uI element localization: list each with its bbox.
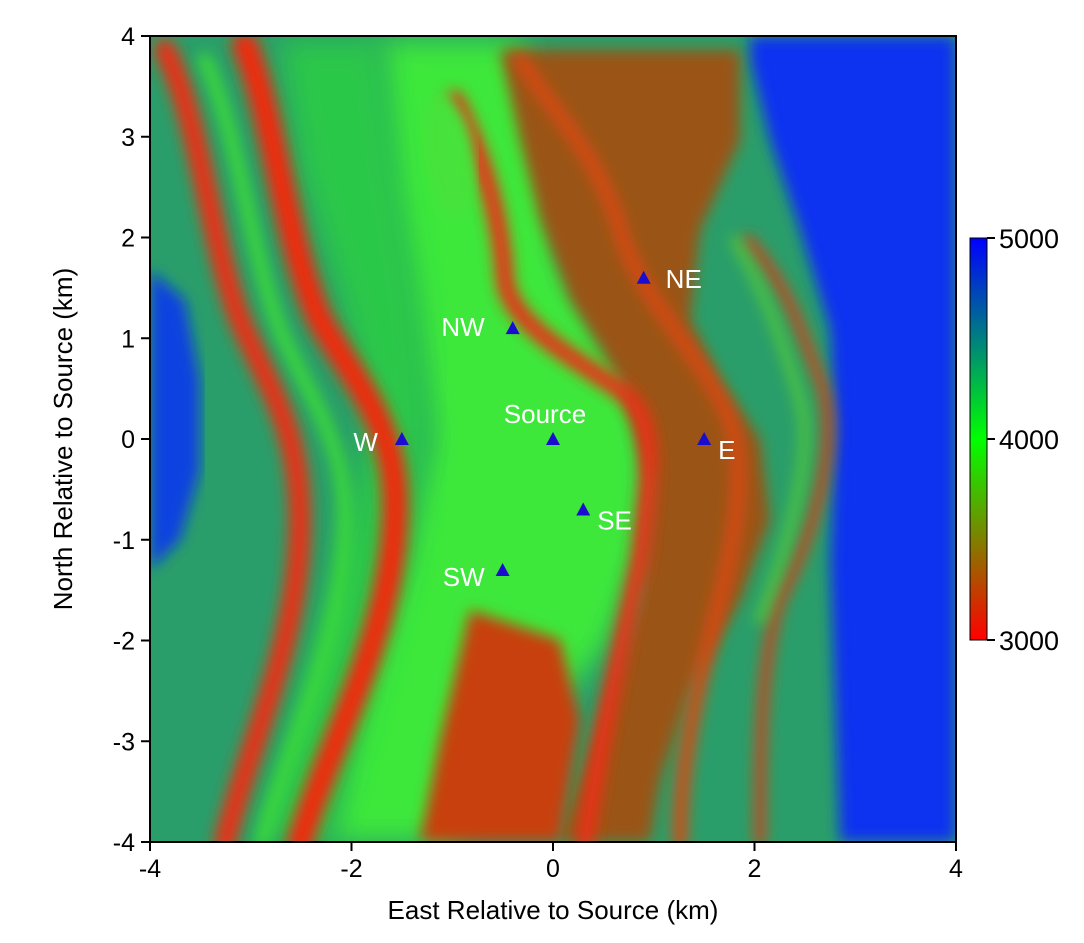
station-label: E	[718, 435, 735, 465]
x-axis-label: East Relative to Source (km)	[388, 895, 719, 925]
y-axis-ticks: -4 -3 -2 -1 0 1 2 3 4	[113, 23, 150, 857]
colorbar-tick-label: 4000	[999, 425, 1059, 455]
y-tick-label: 4	[121, 23, 135, 51]
station-label: Source	[504, 399, 586, 429]
x-tick-label: -2	[340, 855, 362, 883]
colorbar: 3000 4000 5000	[969, 224, 1059, 656]
station-markers: Source W E NW NE SE SW	[353, 264, 735, 592]
station-marker-icon	[576, 502, 591, 516]
x-tick-label: 4	[949, 855, 963, 883]
y-tick-label: 0	[121, 426, 135, 454]
station-label: NW	[441, 312, 485, 342]
y-tick-label: -1	[113, 527, 135, 555]
station-marker-icon	[394, 432, 409, 445]
station-label: NE	[666, 264, 702, 294]
x-axis-ticks: -4 -2 0 2 4	[139, 842, 963, 883]
heatmap-field	[150, 36, 956, 842]
y-tick-label: -3	[113, 728, 135, 756]
y-tick-label: -2	[113, 628, 135, 656]
x-tick-label: -4	[139, 855, 161, 883]
colorbar-tick-label: 3000	[999, 626, 1059, 656]
y-tick-label: -4	[113, 829, 135, 857]
station-marker-icon	[546, 432, 560, 445]
y-tick-label: 1	[121, 325, 135, 353]
station-marker-icon	[697, 432, 712, 445]
y-tick-label: 3	[121, 124, 135, 152]
station-marker-icon	[495, 562, 510, 576]
station-marker-icon	[505, 321, 520, 335]
station-label: SW	[443, 562, 485, 592]
x-tick-label: 2	[748, 855, 762, 883]
y-axis-label: North Relative to Source (km)	[48, 268, 78, 610]
y-tick-label: 2	[121, 225, 135, 253]
colorbar-gradient	[969, 237, 988, 641]
station-label: SE	[597, 506, 632, 536]
x-tick-label: 0	[546, 855, 560, 883]
colorbar-ticks: 3000 4000 5000	[987, 224, 1059, 656]
station-label: W	[353, 427, 378, 457]
station-marker-icon	[636, 270, 651, 284]
colorbar-tick-label: 5000	[999, 224, 1059, 254]
